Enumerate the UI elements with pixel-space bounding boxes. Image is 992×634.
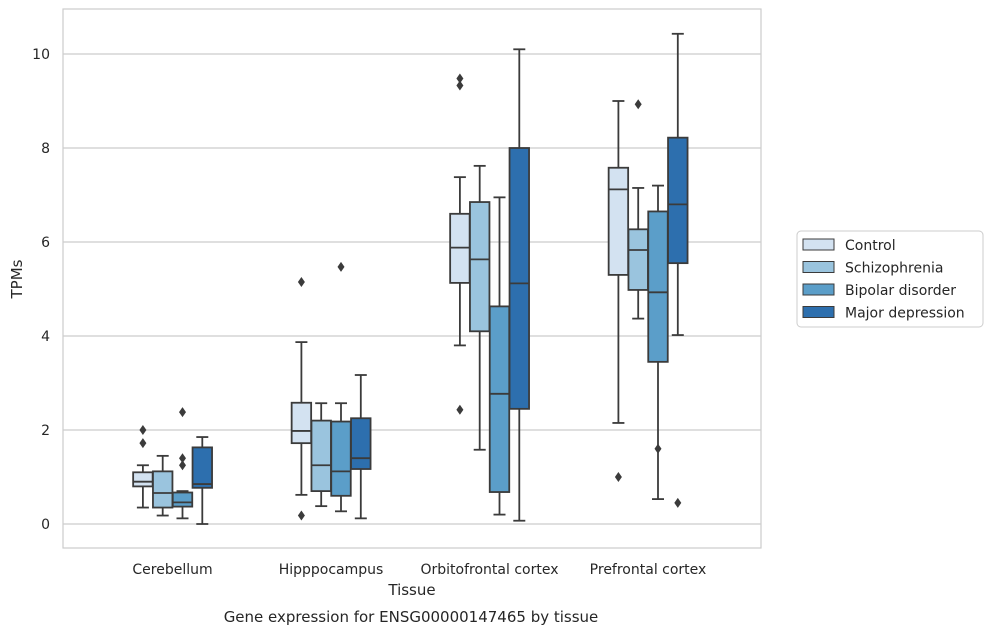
box-schizophrenia [627,99,649,320]
box-bipolar-disorder [330,261,352,513]
box [488,305,511,493]
box [310,419,332,493]
x-tick-label: Orbitofrontal cortex [421,562,559,578]
outlier-point [614,472,622,482]
box [469,201,491,333]
box-bipolar-disorder [171,407,194,520]
x-tick-label: Cerebellum [132,562,212,578]
y-tick-label: 10 [32,47,50,63]
outlier-point [297,276,305,287]
legend-swatch [802,306,835,318]
outlier-point [674,497,682,508]
plot-frame [62,8,762,549]
outlier-point [634,99,642,110]
box-major-depression [667,32,689,508]
box-schizophrenia [310,402,332,508]
legend-swatch [802,283,835,296]
x-axis-ticks: Cerebellum Hipppocampus Orbitofrontal cort… [132,562,706,578]
outlier-point [337,261,345,272]
box-bipolar-disorder [488,196,511,516]
outlier-point [139,425,147,435]
box-control [449,73,471,415]
outlier-point [654,443,662,454]
box-schizophrenia [152,454,174,517]
legend-swatch [802,261,835,273]
outlier-point [456,73,464,84]
outlier-point [297,510,305,521]
box-bipolar-disorder [647,184,669,500]
box [647,210,669,363]
box [171,491,194,508]
legend-items: Control Schizophrenia Bipolar disorder Majo… [802,238,965,322]
box [152,470,174,509]
box-control [607,100,630,482]
box-control [132,425,154,509]
legend: Control Schizophrenia Bipolar disorder Majo… [796,230,984,328]
box-major-depression [350,374,372,520]
box-groups [132,32,689,525]
outlier-point [139,438,147,449]
x-axis-label: Tissue [387,581,435,599]
legend-label: Major depression [845,306,965,322]
legend-swatch [802,238,835,251]
y-tick-label: 8 [41,141,50,157]
x-tick-label: Hipppocampus [279,562,384,578]
box [350,417,372,470]
box [607,166,630,276]
y-tick-label: 4 [41,329,50,345]
y-gridlines [63,53,761,525]
chart-caption: Gene expression for ENSG00000147465 by t… [224,608,599,626]
box [290,401,313,445]
outlier-point [456,404,464,415]
y-tick-label: 0 [41,517,50,533]
outlier-point [179,453,186,464]
outlier-point [179,460,186,471]
y-tick-label: 6 [41,235,50,251]
x-tick-label: Prefrontal cortex [590,562,707,578]
box-major-depression [191,436,213,525]
box [627,228,649,291]
box [667,136,689,265]
box-control [290,276,313,521]
box-major-depression [508,48,530,522]
box-schizophrenia [469,164,491,451]
legend-frame [796,230,984,328]
box [508,147,530,410]
outlier-point [456,80,464,91]
y-tick-label: 2 [41,423,50,439]
y-axis-ticks: 0 2 4 6 8 10 [32,47,50,533]
legend-label: Bipolar disorder [845,283,956,299]
y-axis-label: TPMs [8,259,26,299]
box [132,471,154,488]
legend-label: Schizophrenia [845,261,943,277]
legend-label: Control [845,238,896,254]
outlier-point [179,407,186,418]
box [330,420,352,497]
box [191,446,213,489]
